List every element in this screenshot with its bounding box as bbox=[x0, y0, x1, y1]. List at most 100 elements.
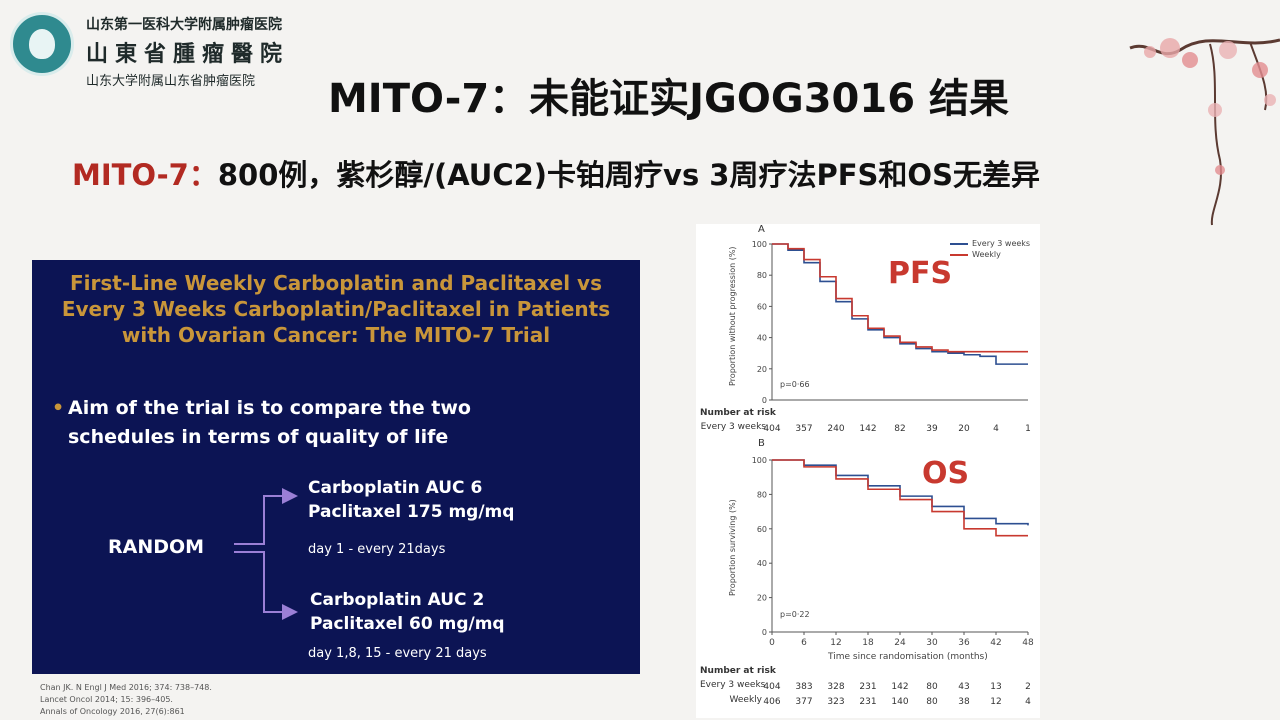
chart0-series-weekly bbox=[772, 243, 1028, 353]
chart0-ytick-label: 0 bbox=[762, 396, 767, 405]
os-chart-label: OS bbox=[922, 456, 970, 491]
hospital-name: 山东第一医科大学附属肿瘤医院 山東省腫瘤醫院 山东大学附属山东省肿瘤医院 bbox=[86, 14, 289, 89]
chart1-risk-value: 406 bbox=[763, 697, 780, 707]
chart1-risk-value: 2 bbox=[1025, 682, 1031, 692]
chart1-xtick-label: 42 bbox=[990, 638, 1001, 648]
chart1-series-weekly bbox=[772, 459, 1028, 537]
pfs-legend: Every 3 weeks Weekly bbox=[950, 238, 1030, 260]
chart0-risk-value: 4 bbox=[993, 424, 999, 434]
reference-2: Lancet Oncol 2014; 15: 396–405. bbox=[40, 695, 173, 704]
plum-blossom-decoration bbox=[1129, 38, 1280, 226]
chart1-risk-value: 80 bbox=[926, 697, 938, 707]
bullet-dot-icon: • bbox=[52, 397, 65, 419]
kaplan-meier-panel: 0 20 40 60 80 100 404 357 240 142 82 39 20 4 1 0 20 40 60 8… bbox=[696, 224, 1040, 718]
os-p-value: p=0·22 bbox=[780, 610, 810, 619]
chart0-ytick-label: 40 bbox=[757, 334, 767, 343]
chart1-risk-value: 328 bbox=[827, 682, 844, 692]
chart1-risk-value: 140 bbox=[891, 697, 908, 707]
chart1-risk-value: 377 bbox=[795, 697, 812, 707]
reference-3: Annals of Oncology 2016, 27(6):861 bbox=[40, 707, 185, 716]
legend-label-weekly: Weekly bbox=[972, 250, 1001, 259]
chart0-ytick-label: 60 bbox=[757, 302, 767, 311]
chart0-risk-value: 20 bbox=[958, 424, 970, 434]
chart0-risk-value: 82 bbox=[894, 424, 905, 434]
references: Chan JK. N Engl J Med 2016; 374: 738–748… bbox=[40, 682, 212, 718]
chart0-risk-value: 1 bbox=[1025, 424, 1031, 434]
chart1-risk-value: 231 bbox=[859, 682, 876, 692]
arm-weekly: Carboplatin AUC 2 Paclitaxel 60 mg/mq bbox=[310, 588, 505, 636]
chart1-xtick-label: 18 bbox=[862, 638, 874, 648]
hospital-name-line3: 山东大学附属山东省肿瘤医院 bbox=[86, 74, 256, 89]
arm-every-3-weeks: Carboplatin AUC 6 Paclitaxel 175 mg/mq bbox=[308, 476, 514, 524]
chart1-xtick-label: 30 bbox=[926, 638, 938, 648]
chart1-risk-value: 38 bbox=[958, 697, 970, 707]
legend-every-3-weeks: Every 3 weeks bbox=[950, 238, 1030, 249]
chart1-xtick-label: 0 bbox=[769, 638, 775, 648]
os-risk-label-weekly: Weekly bbox=[729, 695, 762, 705]
chart1-risk-value: 12 bbox=[990, 697, 1001, 707]
os-risk-title: Number at risk bbox=[700, 666, 776, 676]
pfs-risk-title: Number at risk bbox=[700, 408, 776, 418]
chart1-ytick-label: 60 bbox=[757, 525, 767, 534]
pfs-y-axis-label: Proportion without progression (%) bbox=[728, 246, 737, 386]
chart1-risk-value: 43 bbox=[958, 682, 969, 692]
chart1-xtick-label: 12 bbox=[830, 638, 841, 648]
chart0-risk-value: 142 bbox=[859, 424, 876, 434]
slide-bullet-text: Aim of the trial is to compare the two s… bbox=[68, 397, 471, 448]
chart0-ytick-label: 80 bbox=[757, 271, 767, 280]
legend-swatch-red bbox=[950, 253, 968, 256]
slide-bullet: • Aim of the trial is to compare the two… bbox=[52, 394, 568, 452]
os-y-axis-label: Proportion surviving (%) bbox=[728, 499, 737, 596]
arm2-line2: Paclitaxel 60 mg/mq bbox=[310, 614, 505, 634]
chart1-risk-value: 13 bbox=[990, 682, 1001, 692]
arm2-schedule: day 1,8, 15 - every 21 days bbox=[308, 646, 487, 661]
trial-design-slide: First-Line Weekly Carboplatin and Paclit… bbox=[32, 260, 640, 674]
chart1-xtick-label: 36 bbox=[958, 638, 970, 648]
os-risk-label-every-3-weeks: Every 3 weeks bbox=[700, 680, 766, 690]
subtitle-text: 800例，紫杉醇/(AUC2)卡铂周疗vs 3周疗法PFS和OS无差异 bbox=[217, 158, 1040, 192]
panel-a-letter: A bbox=[758, 224, 765, 235]
chart1-risk-value: 323 bbox=[827, 697, 844, 707]
chart0-ytick-label: 100 bbox=[752, 240, 767, 249]
chart0-risk-value: 404 bbox=[763, 424, 780, 434]
randomization-arrows bbox=[234, 488, 298, 620]
chart1-risk-value: 142 bbox=[891, 682, 908, 692]
hospital-name-line1: 山东第一医科大学附属肿瘤医院 bbox=[86, 17, 282, 33]
chart1-risk-value: 231 bbox=[859, 697, 876, 707]
pfs-p-value: p=0·66 bbox=[780, 380, 810, 389]
pfs-chart-label: PFS bbox=[888, 256, 953, 291]
arm2-line1: Carboplatin AUC 2 bbox=[310, 590, 485, 610]
chart1-xtick-label: 48 bbox=[1022, 638, 1034, 648]
slide-title: First-Line Weekly Carboplatin and Paclit… bbox=[61, 271, 611, 347]
chart0-risk-value: 39 bbox=[926, 424, 938, 434]
reference-1: Chan JK. N Engl J Med 2016; 374: 738–748… bbox=[40, 683, 212, 692]
chart1-ytick-label: 0 bbox=[762, 628, 767, 637]
legend-swatch-blue bbox=[950, 242, 968, 245]
chart0-ytick-label: 20 bbox=[757, 365, 767, 374]
arm1-line2: Paclitaxel 175 mg/mq bbox=[308, 502, 515, 522]
random-label: RANDOM bbox=[108, 536, 205, 558]
chart1-xtick-label: 6 bbox=[801, 638, 807, 648]
page-subtitle: MITO-7：800例，紫杉醇/(AUC2)卡铂周疗vs 3周疗法PFS和OS无… bbox=[72, 152, 1040, 194]
chart0-risk-value: 357 bbox=[795, 424, 812, 434]
arm1-schedule: day 1 - every 21days bbox=[308, 542, 446, 557]
panel-b-letter: B bbox=[758, 438, 765, 449]
hospital-logo-icon bbox=[10, 12, 74, 76]
pfs-risk-label-every-3-weeks: Every 3 weeks bbox=[700, 422, 766, 432]
subtitle-highlight: MITO-7： bbox=[72, 158, 218, 192]
chart1-ytick-label: 40 bbox=[757, 559, 767, 568]
chart1-ytick-label: 100 bbox=[752, 456, 767, 465]
legend-label-every-3-weeks: Every 3 weeks bbox=[972, 239, 1031, 248]
hospital-name-line2: 山東省腫瘤醫院 bbox=[86, 41, 290, 67]
chart1-xtick-label: 24 bbox=[894, 638, 906, 648]
arm1-line1: Carboplatin AUC 6 bbox=[308, 478, 483, 498]
chart1-ytick-label: 80 bbox=[757, 490, 767, 499]
chart0-risk-value: 240 bbox=[827, 424, 844, 434]
chart1-risk-value: 383 bbox=[795, 682, 812, 692]
chart1-risk-value: 404 bbox=[763, 682, 780, 692]
chart1-risk-value: 4 bbox=[1025, 697, 1031, 707]
chart1-risk-value: 80 bbox=[926, 682, 938, 692]
chart1-ytick-label: 20 bbox=[757, 594, 767, 603]
legend-weekly: Weekly bbox=[950, 249, 1030, 260]
